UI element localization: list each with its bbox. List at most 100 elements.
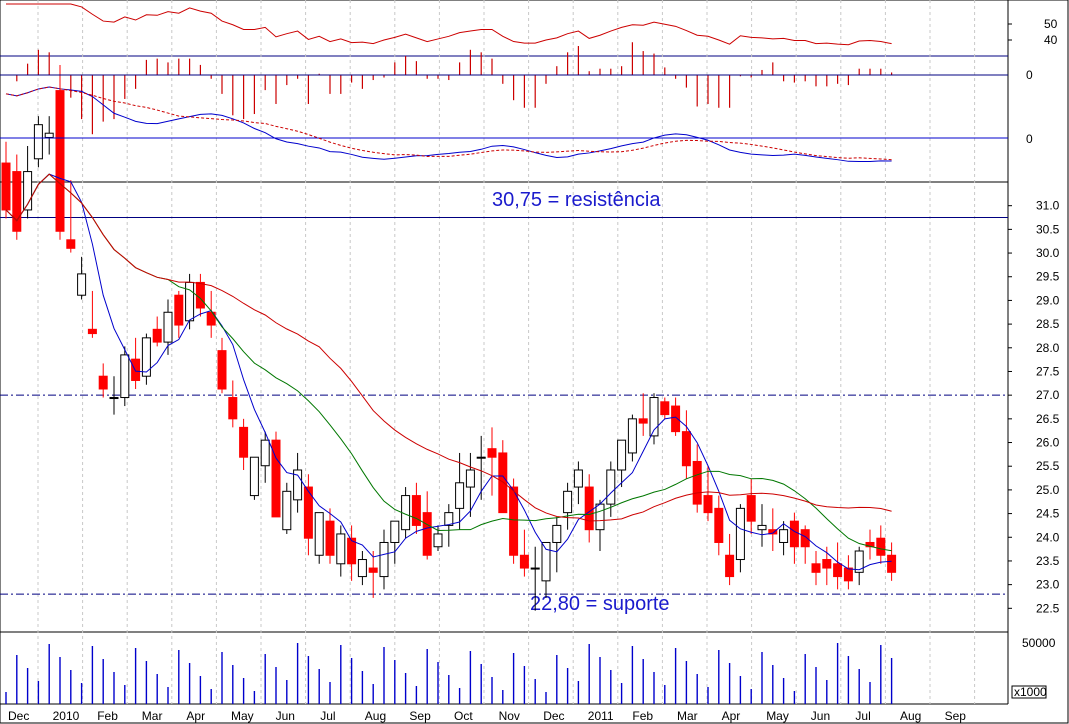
hist-tick-label: 0	[1026, 68, 1033, 82]
candle	[595, 503, 605, 531]
candle	[746, 495, 756, 522]
candle	[131, 358, 141, 381]
candle	[660, 401, 670, 416]
x-tick-label-14: Feb	[632, 709, 653, 723]
x-tick-label-1: 2010	[53, 709, 80, 723]
candle	[876, 537, 886, 556]
candle	[325, 520, 335, 556]
y-tick-label-3: 29.5	[1036, 270, 1060, 284]
candle	[638, 418, 648, 424]
x-tick-label-8: Aug	[365, 709, 386, 723]
candle	[271, 439, 281, 518]
candle	[833, 563, 843, 578]
candle	[725, 554, 735, 578]
candle	[422, 512, 432, 556]
x-tick-label-4: Apr	[186, 709, 205, 723]
x-tick-label-18: Jun	[811, 709, 830, 723]
candle	[822, 559, 832, 569]
candle	[293, 469, 303, 501]
x-tick-label-0: Dec	[8, 709, 29, 723]
candle	[617, 439, 627, 471]
candle	[509, 486, 519, 556]
x-tick-label-12: Dec	[543, 709, 564, 723]
candle	[714, 507, 724, 543]
y-tick-label-9: 26.5	[1036, 412, 1060, 426]
y-tick-label-0: 31.0	[1036, 199, 1060, 213]
y-tick-label-16: 23.0	[1036, 578, 1060, 592]
candle	[228, 397, 238, 420]
x-tick-label-20: Aug	[900, 709, 921, 723]
osc-tick-label-0: 50	[1044, 17, 1058, 31]
candle	[465, 469, 475, 488]
candle	[779, 529, 789, 543]
macd-line	[5, 86, 892, 162]
candle	[627, 418, 637, 454]
candle	[487, 448, 497, 458]
candle	[671, 405, 681, 433]
candle	[77, 273, 87, 296]
y-tick-label-2: 30.0	[1036, 246, 1060, 260]
candle	[249, 456, 259, 497]
candle	[44, 132, 54, 138]
candle	[800, 529, 810, 548]
y-tick-label-6: 28.0	[1036, 341, 1060, 355]
x-tick-label-5: May	[231, 709, 254, 723]
y-tick-label-5: 28.5	[1036, 317, 1060, 331]
candle	[433, 533, 443, 548]
candle	[811, 563, 821, 573]
candle	[152, 328, 162, 343]
candle	[195, 281, 205, 309]
y-tick-label-10: 26.0	[1036, 436, 1060, 450]
candle	[455, 482, 465, 509]
candle	[347, 537, 357, 565]
y-tick-label-15: 23.5	[1036, 554, 1060, 568]
x-tick-label-3: Mar	[142, 709, 163, 723]
candle	[573, 469, 583, 488]
macd-tick-label: 0	[1026, 132, 1033, 146]
x-tick-label-10: Oct	[454, 709, 473, 723]
support-label: 22,80 = suporte	[530, 593, 670, 615]
x-tick-label-19: Jul	[855, 709, 870, 723]
candle	[23, 171, 33, 211]
moving-average-blue	[5, 173, 892, 571]
candle	[163, 311, 173, 343]
candle	[843, 567, 853, 582]
candle	[1, 162, 11, 211]
candle	[606, 469, 616, 505]
candle	[865, 541, 875, 548]
candle	[390, 520, 400, 543]
candle	[735, 507, 745, 561]
candle	[12, 171, 22, 232]
osc-tick-label-1: 40	[1044, 33, 1058, 47]
candle	[563, 490, 573, 514]
candle	[703, 495, 713, 514]
candle	[174, 294, 184, 326]
candle	[519, 554, 529, 569]
candle	[239, 426, 249, 458]
candle	[120, 354, 130, 399]
candle	[303, 486, 313, 539]
x-tick-label-2: Feb	[97, 709, 118, 723]
macd-signal-line	[5, 86, 892, 161]
candle	[282, 490, 292, 531]
candle	[368, 567, 378, 573]
candle	[854, 550, 864, 573]
x-tick-label-13: 2011	[588, 709, 614, 723]
candle	[98, 375, 108, 390]
y-tick-label-13: 24.5	[1036, 507, 1060, 521]
candle	[87, 328, 97, 335]
candle	[314, 512, 324, 556]
candle	[336, 533, 346, 565]
x-tick-label-11: Nov	[499, 709, 520, 723]
y-tick-label-8: 27.0	[1036, 388, 1060, 402]
candle	[541, 541, 551, 582]
candle	[55, 90, 65, 232]
x-tick-label-17: May	[766, 709, 789, 723]
candle	[141, 337, 151, 377]
x-tick-label-15: Mar	[677, 709, 698, 723]
candle	[476, 456, 486, 459]
candle	[789, 520, 799, 548]
candle	[757, 524, 767, 531]
oscillator-line	[6, 3, 892, 46]
